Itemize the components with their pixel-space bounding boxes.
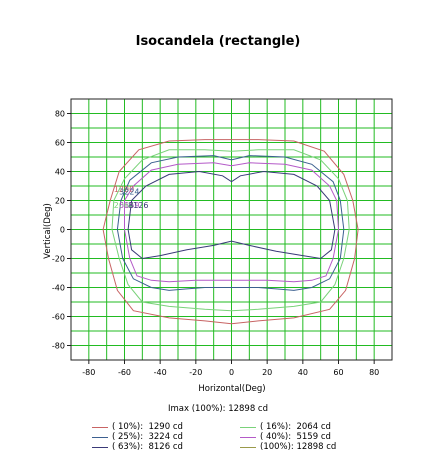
x-tick-label: 40 <box>298 368 308 377</box>
legend-swatch <box>240 436 256 438</box>
legend-swatch <box>92 436 108 438</box>
isocandela-curve <box>124 162 340 283</box>
x-axis-label: Horizontal(Deg) <box>198 384 265 394</box>
y-tick-label: 40 <box>55 168 65 177</box>
legend-text: ( 40%): 5159 cd <box>260 432 331 442</box>
curve-value-label: 2064 <box>114 201 134 210</box>
y-tick-label: -60 <box>52 313 65 322</box>
imax-label: Imax (100%): 12898 cd <box>167 404 269 414</box>
legend-item: ( 16%): 2064 cd <box>240 422 331 432</box>
x-tick-label: -40 <box>154 368 167 377</box>
legend-swatch <box>240 426 256 428</box>
x-tick-label: -80 <box>82 368 95 377</box>
legend-text: (100%): 12898 cd <box>260 442 337 452</box>
legend-item: ( 40%): 5159 cd <box>240 432 331 442</box>
legend-item: (100%): 12898 cd <box>240 442 336 452</box>
legend-text: ( 63%): 8126 cd <box>112 442 183 452</box>
y-ticks: 80 60 40 20 0 -20 -40 -60 -80 <box>52 110 71 351</box>
legend-text: ( 10%): 1290 cd <box>112 422 183 432</box>
y-tick-label: -40 <box>52 284 65 293</box>
y-tick-label: 0 <box>60 226 65 235</box>
curve-value-label: 1290 <box>114 185 134 194</box>
y-tick-label: 20 <box>55 197 65 206</box>
legend-swatch <box>240 446 256 448</box>
legend-item: ( 25%): 3224 cd <box>92 432 183 442</box>
isocandela-curve <box>116 155 345 291</box>
x-ticks: -80 -60 -40 -20 0 20 40 60 80 <box>82 360 379 377</box>
isocandela-curves <box>102 139 359 325</box>
legend-text: ( 25%): 3224 cd <box>112 432 183 442</box>
x-tick-label: -20 <box>189 368 202 377</box>
x-tick-label: 80 <box>369 368 379 377</box>
legend-item: ( 63%): 8126 cd <box>92 442 183 452</box>
legend-swatch <box>92 426 108 428</box>
isocandela-curve <box>127 170 336 260</box>
x-tick-label: 60 <box>333 368 343 377</box>
y-tick-label: -80 <box>52 342 65 351</box>
y-tick-label: -20 <box>52 255 65 264</box>
legend-text: ( 16%): 2064 cd <box>260 422 331 432</box>
y-axis-label: Vertical(Deg) <box>43 203 53 259</box>
x-tick-label: -60 <box>118 368 131 377</box>
curve-value-label: 3224 <box>119 188 139 197</box>
chart-title: Isocandela (rectangle) <box>135 34 301 49</box>
legend-swatch <box>92 446 108 448</box>
x-tick-label: 0 <box>229 368 234 377</box>
isocandela-curve <box>102 139 359 325</box>
legend-item: ( 10%): 1290 cd <box>92 422 183 432</box>
curve-value-label: 8126 <box>128 201 148 210</box>
y-tick-label: 60 <box>55 139 65 148</box>
y-tick-label: 80 <box>55 110 65 119</box>
curve-value-label: 5159 <box>119 201 139 210</box>
x-tick-label: 20 <box>262 368 272 377</box>
isocandela-curve <box>111 149 350 312</box>
